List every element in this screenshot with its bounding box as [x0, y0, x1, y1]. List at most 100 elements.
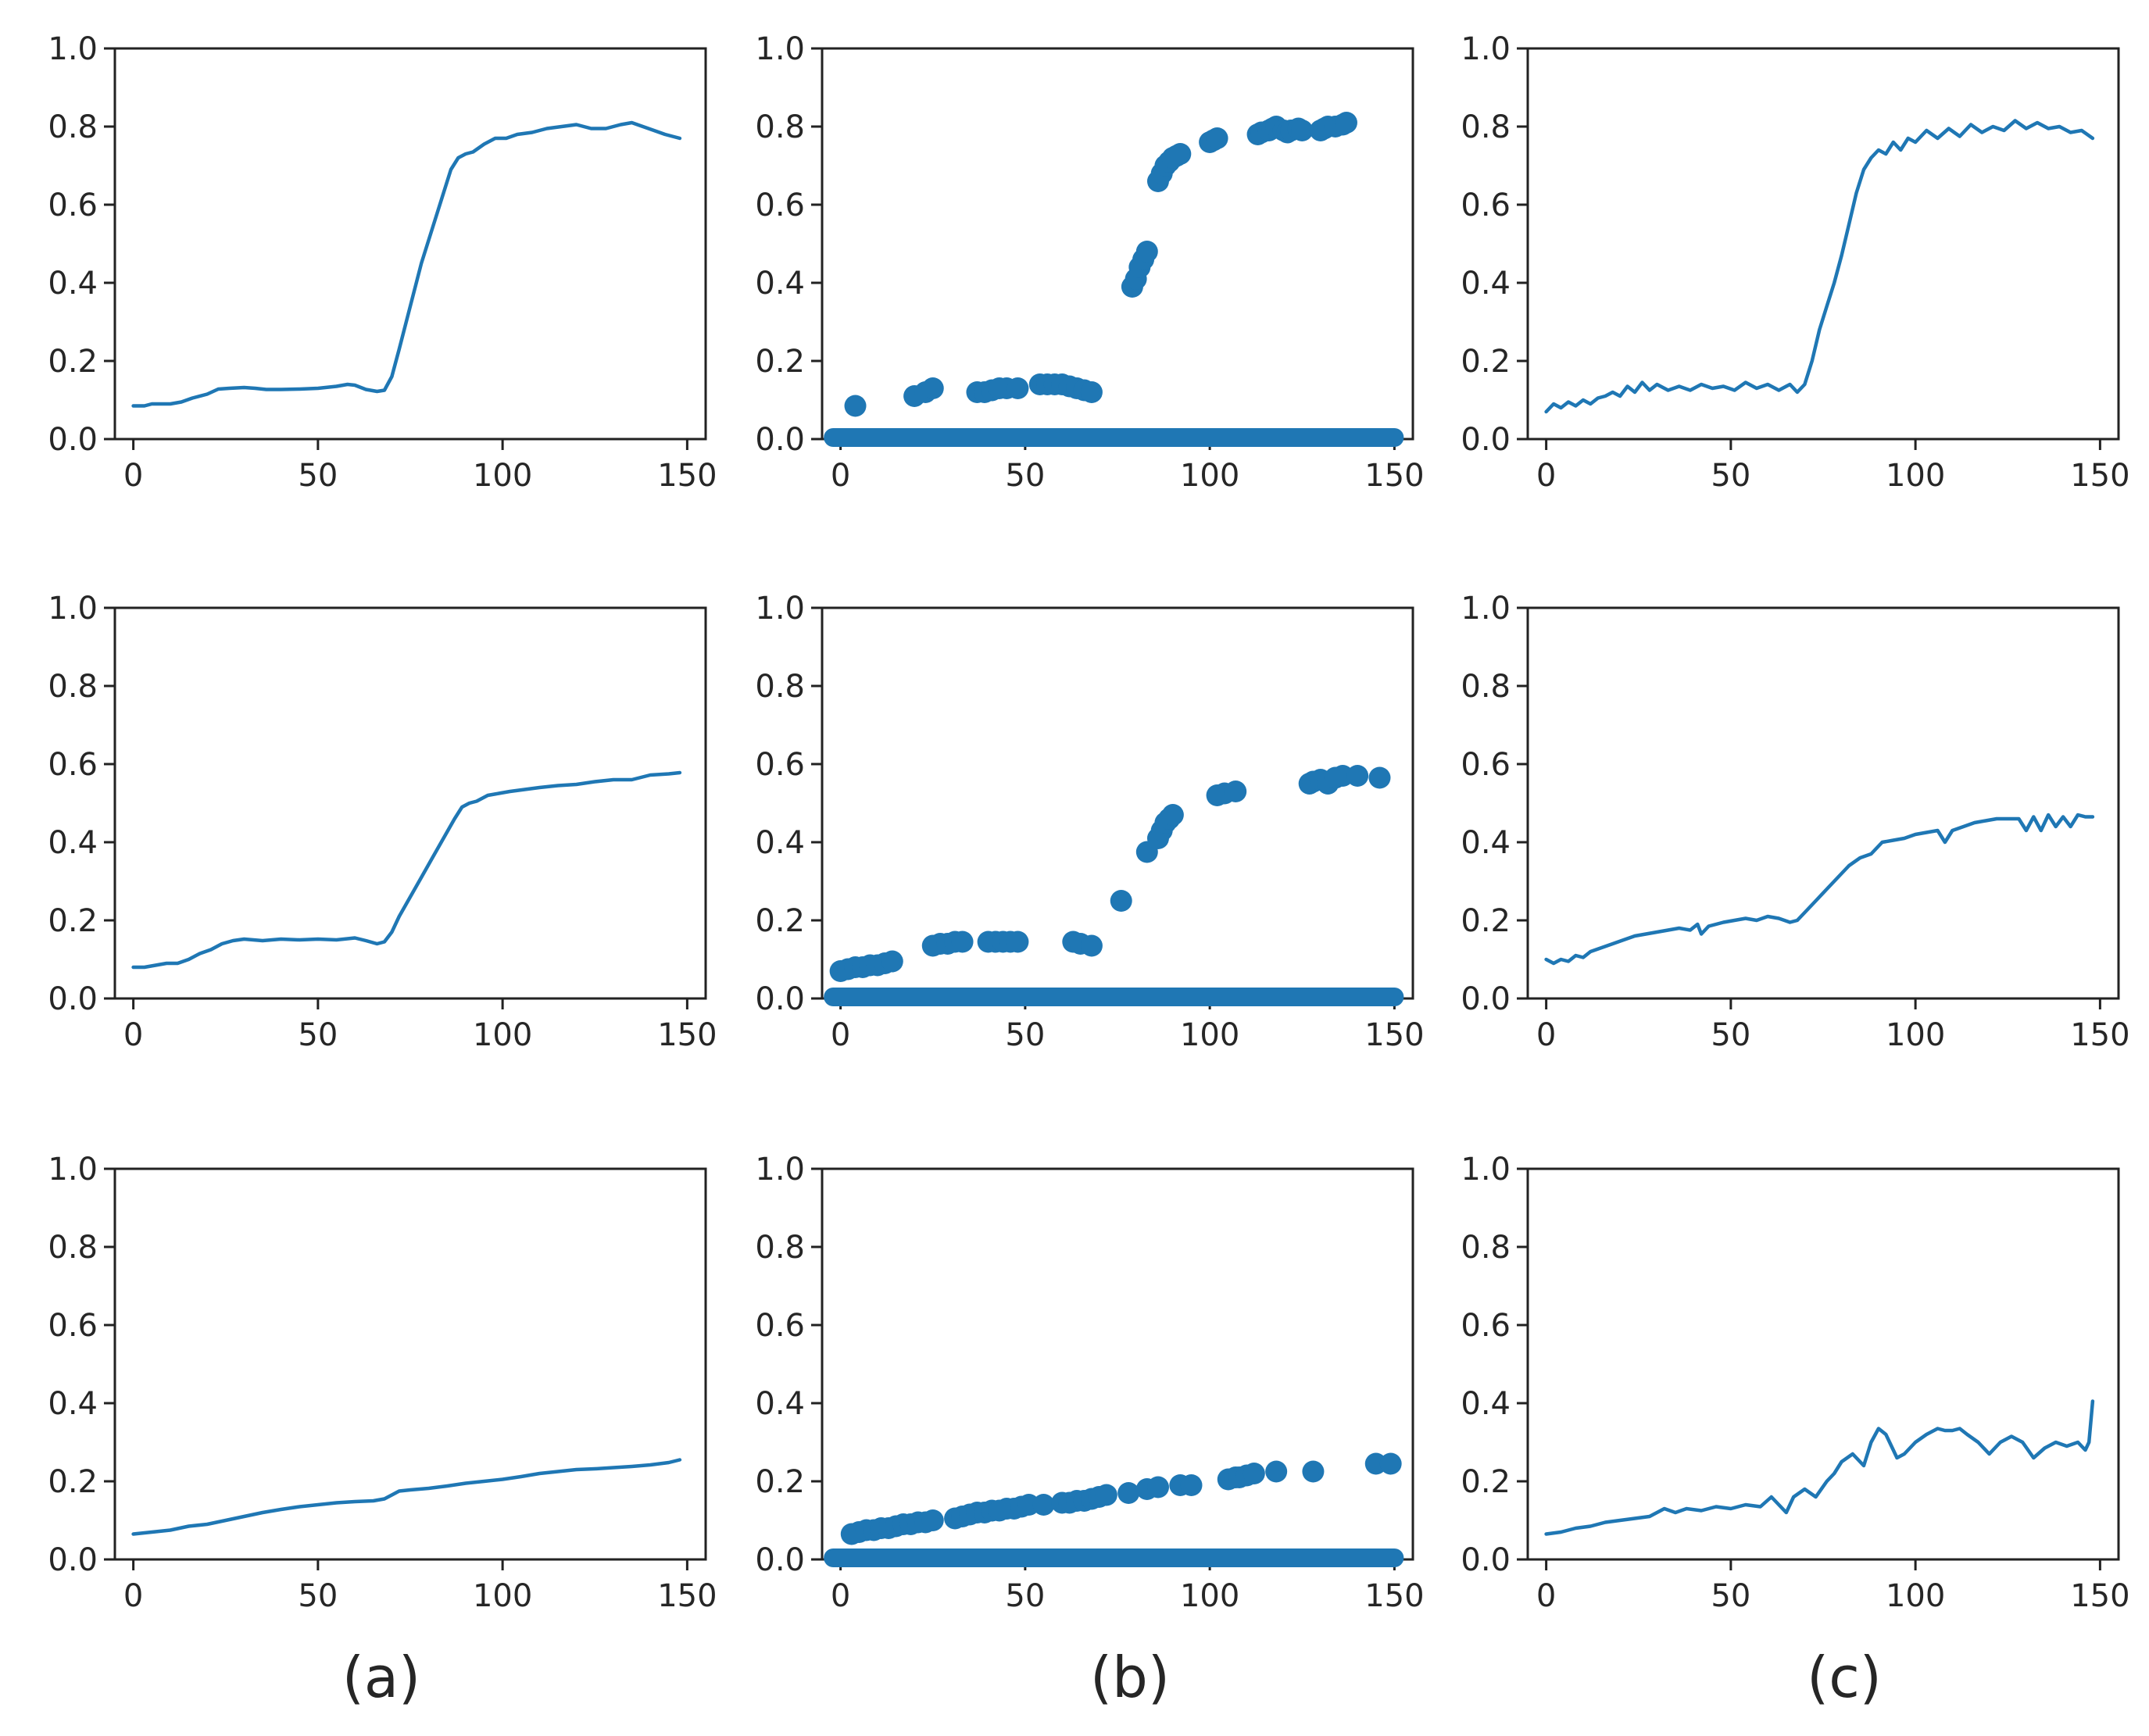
y-tick-label: 0.4: [1461, 266, 1511, 302]
y-tick-label: 0.6: [755, 747, 805, 783]
scatter-point: [1291, 120, 1314, 141]
panel-row3-c: 0.0 0.2 0.4 0.6 0.8 1.0 0 50 100 150: [1461, 1152, 2129, 1614]
x-tick-label: 0: [831, 458, 850, 494]
x-tick-label: 100: [1180, 1017, 1239, 1053]
y-tick-label: 0.0: [48, 422, 98, 458]
y-tick-label: 0.8: [1461, 1230, 1511, 1266]
scatter-point: [881, 950, 903, 973]
scatter-point: [1080, 381, 1103, 403]
x-tick-label: 50: [1005, 1578, 1045, 1614]
panel-row3-a: 0.0 0.2 0.4 0.6 0.8 1.0 0 50 100 150: [48, 1152, 717, 1614]
y-tick-label: 1.0: [1461, 31, 1511, 67]
x-tick-label: 0: [831, 1578, 850, 1614]
x-tick-label: 100: [1886, 1017, 1945, 1053]
x-tick-label: 50: [1711, 1017, 1750, 1053]
y-tick-label: 0.0: [1461, 981, 1511, 1017]
panel-row2-c: 0.0 0.2 0.4 0.6 0.8 1.0 0 50 100 150: [1461, 591, 2129, 1053]
panel-row1-a: 0.0 0.2 0.4 0.6 0.8 1.0 0 50 100 150: [48, 31, 717, 494]
y-tick-label: 0.6: [48, 1308, 98, 1344]
x-tick-label: 100: [473, 458, 532, 494]
y-tick-label: 0.0: [755, 422, 805, 458]
scatter-point: [1368, 766, 1391, 789]
plot-frame: [1526, 1167, 2120, 1561]
column-label-a: (a): [342, 1645, 420, 1710]
x-tick-label: 50: [1711, 458, 1750, 494]
x-tick-label: 0: [123, 1578, 143, 1614]
y-tick-label: 0.8: [755, 669, 805, 705]
y-tick-label: 0.2: [48, 1464, 98, 1500]
scatter-point: [1117, 1482, 1140, 1504]
scatter-point: [1302, 1460, 1325, 1483]
y-tick-label: 0.4: [755, 825, 805, 861]
y-tick-label: 1.0: [755, 591, 805, 627]
y-tick-label: 0.6: [755, 188, 805, 223]
panel-row2-a: 0.0 0.2 0.4 0.6 0.8 1.0 0 50 100 150: [48, 591, 717, 1053]
y-tick-label: 1.0: [1461, 1152, 1511, 1188]
x-tick-label: 150: [2070, 458, 2129, 494]
y-tick-label: 0.8: [755, 1230, 805, 1266]
y-tick-label: 0.2: [48, 903, 98, 939]
y-tick-label: 1.0: [48, 1152, 98, 1188]
scatter-point: [921, 1509, 944, 1531]
x-tick-label: 100: [1180, 1578, 1239, 1614]
y-tick-label: 0.2: [755, 344, 805, 380]
series-line: [131, 120, 682, 408]
y-tick-label: 0.8: [1461, 669, 1511, 705]
scatter-point: [1161, 804, 1184, 826]
x-tick-label: 150: [1364, 458, 1424, 494]
y-tick-label: 1.0: [48, 31, 98, 67]
y-tick-label: 0.8: [48, 109, 98, 145]
y-tick-label: 1.0: [755, 31, 805, 67]
x-tick-label: 50: [1005, 458, 1045, 494]
scatter-point: [1146, 1476, 1169, 1498]
y-tick-label: 0.6: [1461, 747, 1511, 783]
y-tick-label: 0.2: [1461, 344, 1511, 380]
x-tick-label: 150: [2070, 1017, 2129, 1053]
y-tick-label: 0.8: [1461, 109, 1511, 145]
scatter-point: [1225, 780, 1247, 802]
y-tick-label: 0.6: [48, 747, 98, 783]
y-tick-label: 0.4: [48, 1386, 98, 1422]
x-tick-label: 150: [1364, 1578, 1424, 1614]
panel-row1-c: 0.0 0.2 0.4 0.6 0.8 1.0 0 50 100 150: [1461, 31, 2129, 494]
y-tick-label: 0.0: [755, 1542, 805, 1578]
series-line: [131, 770, 682, 970]
scatter-point: [1346, 765, 1369, 787]
plot-frame: [821, 606, 1414, 1000]
scatter-point: [1180, 1474, 1203, 1496]
scatter-point: [1265, 1460, 1288, 1483]
y-tick-label: 0.4: [48, 825, 98, 861]
x-tick-label: 50: [298, 1017, 338, 1053]
plot-frame: [113, 47, 707, 441]
panel-row3-b: 0.0 0.2 0.4 0.6 0.8 1.0 0 50 100 150: [755, 1152, 1424, 1614]
y-tick-label: 0.4: [1461, 825, 1511, 861]
y-tick-label: 0.8: [48, 1230, 98, 1266]
plot-frame: [821, 47, 1414, 441]
y-tick-label: 0.6: [755, 1308, 805, 1344]
x-tick-label: 0: [123, 1017, 143, 1053]
scatter-point: [1335, 112, 1357, 134]
y-tick-label: 0.4: [48, 266, 98, 302]
y-tick-label: 0.0: [1461, 422, 1511, 458]
y-tick-label: 1.0: [1461, 591, 1511, 627]
y-tick-label: 0.2: [1461, 1464, 1511, 1500]
scatter-point: [1243, 1463, 1265, 1484]
y-tick-label: 0.0: [48, 981, 98, 1017]
plot-frame: [113, 606, 707, 1000]
y-tick-label: 0.6: [1461, 188, 1511, 223]
x-tick-label: 100: [1886, 1578, 1945, 1614]
scatter-point: [1080, 934, 1103, 957]
y-tick-label: 0.4: [755, 1386, 805, 1422]
x-tick-label: 50: [298, 458, 338, 494]
series-line: [131, 1458, 682, 1536]
column-label-b: (b): [1090, 1645, 1170, 1710]
x-tick-label: 150: [1364, 1017, 1424, 1053]
series-line: [1544, 1399, 2095, 1536]
scatter-point: [921, 377, 944, 399]
plot-frame: [1526, 606, 2120, 1000]
y-tick-label: 0.2: [48, 344, 98, 380]
x-tick-label: 100: [1886, 458, 1945, 494]
x-tick-label: 0: [1536, 1578, 1556, 1614]
x-tick-label: 0: [1536, 1017, 1556, 1053]
scatter-point: [1007, 931, 1029, 953]
